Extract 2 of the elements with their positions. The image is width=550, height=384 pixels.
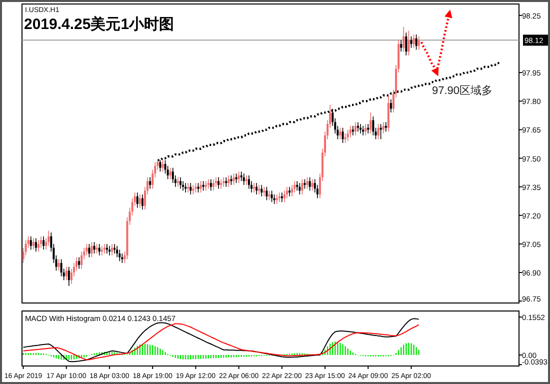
text: 2019.4.25美元1小时图 bbox=[24, 15, 174, 33]
annotation: 97.90区域多 bbox=[432, 84, 493, 97]
